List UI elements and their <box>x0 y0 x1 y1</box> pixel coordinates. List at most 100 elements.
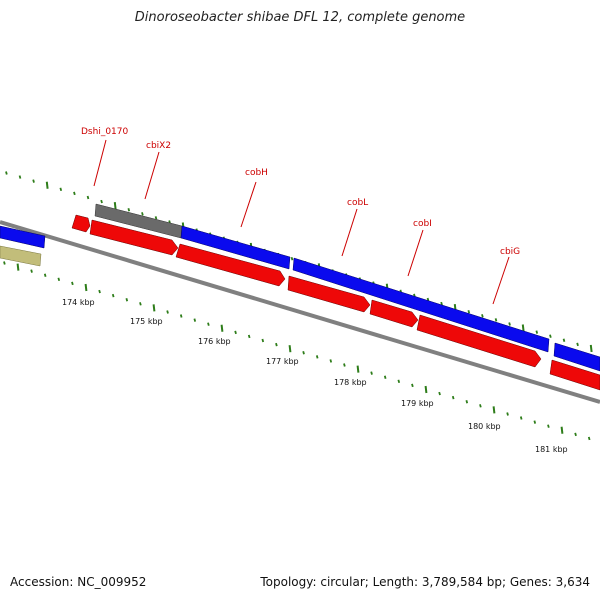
minor-tick <box>574 432 577 437</box>
genome-summary-text: Topology: circular; Length: 3,789,584 bp… <box>260 575 590 589</box>
kbp-label: 177 kbp <box>266 357 299 366</box>
reverse-track <box>0 214 600 391</box>
gene-label-cobl: cobL <box>347 198 368 208</box>
accession-text: Accession: NC_009952 <box>10 575 147 589</box>
minor-tick <box>465 399 469 404</box>
map-title: Dinoroseobacter shibae DFL 12, complete … <box>134 10 466 25</box>
gene-label-cbix2: cbiX2 <box>146 141 171 151</box>
minor-tick <box>234 330 237 335</box>
minor-tick <box>154 216 158 220</box>
minor-tick <box>193 318 197 322</box>
minor-tick <box>71 281 74 286</box>
major-tick <box>84 283 88 292</box>
minor-tick <box>100 199 103 204</box>
minor-tick <box>275 342 278 347</box>
major-tick <box>113 202 117 210</box>
major-tick <box>424 385 428 394</box>
kbp-label: 174 kbp <box>62 298 95 307</box>
minor-tick <box>166 310 169 314</box>
minor-tick <box>329 359 333 363</box>
minor-tick <box>440 301 443 306</box>
minor-tick <box>383 375 387 379</box>
minor-tick <box>111 293 115 298</box>
gene-forward[interactable] <box>553 342 600 372</box>
minor-tick <box>587 436 591 441</box>
genome-backbone <box>0 220 600 404</box>
minor-tick <box>18 175 22 179</box>
major-tick <box>356 365 360 373</box>
inner-ticks <box>3 261 591 441</box>
kbp-label: 180 kbp <box>468 422 501 431</box>
gene-forward-cobh[interactable] <box>180 225 291 270</box>
minor-tick <box>302 351 305 355</box>
minor-tick <box>247 334 251 339</box>
kbp-label: 181 kbp <box>535 445 568 454</box>
minor-tick <box>32 179 35 183</box>
gene-reverse-cbig[interactable] <box>416 314 542 368</box>
kbp-label: 178 kbp <box>334 378 367 387</box>
minor-tick <box>397 379 401 384</box>
gene-reverse[interactable] <box>71 214 91 233</box>
minor-tick <box>86 195 90 200</box>
minor-tick <box>451 395 455 400</box>
minor-tick <box>57 277 61 282</box>
minor-tick <box>141 212 144 216</box>
minor-tick <box>533 420 537 424</box>
gene-reverse[interactable] <box>175 243 286 287</box>
feature-other <box>0 245 42 267</box>
gene-reverse[interactable] <box>549 359 600 391</box>
minor-tick <box>127 207 131 212</box>
gene-reverse-cbix2[interactable] <box>89 219 179 256</box>
leader-line-cobh <box>240 181 257 228</box>
minor-tick <box>3 261 6 265</box>
major-tick <box>16 263 20 271</box>
minor-tick <box>535 330 539 334</box>
minor-tick <box>438 391 441 396</box>
minor-tick <box>411 383 414 388</box>
minor-tick <box>290 256 294 261</box>
minor-tick <box>98 289 101 294</box>
leader-line-cbix2 <box>144 151 160 200</box>
gene-forward[interactable] <box>0 225 46 249</box>
leader-line-cbig <box>492 256 510 305</box>
gene-label-cbig: cbiG <box>500 247 520 257</box>
major-tick <box>492 406 496 414</box>
minor-tick <box>494 318 498 322</box>
minor-tick <box>549 334 552 338</box>
label-lines <box>93 139 510 305</box>
major-tick <box>152 304 156 312</box>
gene-reverse[interactable] <box>287 275 371 313</box>
minor-tick <box>125 297 129 302</box>
minor-tick <box>179 314 183 318</box>
kbp-label: 176 kbp <box>198 337 231 346</box>
minor-tick <box>547 424 550 428</box>
minor-tick <box>343 363 346 367</box>
gene-label-cobh: cobH <box>245 168 268 178</box>
gene-reverse-cobi[interactable] <box>369 299 419 328</box>
minor-tick <box>73 191 76 196</box>
kbp-labels: 174 kbp 175 kbp 176 kbp 177 kbp 178 kbp … <box>62 298 568 454</box>
leader-line-cobi <box>407 229 424 277</box>
minor-tick <box>562 338 566 343</box>
forward-track <box>0 203 600 372</box>
minor-tick <box>59 187 63 192</box>
major-tick <box>521 324 525 332</box>
major-tick <box>589 344 593 353</box>
minor-tick <box>467 309 471 314</box>
minor-tick <box>370 371 373 375</box>
minor-tick <box>139 302 142 306</box>
minor-tick <box>207 322 210 326</box>
minor-tick <box>508 322 511 326</box>
minor-tick <box>30 269 33 273</box>
major-tick <box>560 426 564 434</box>
gene-labels: Dshi_0170 cbiX2 cobH cobL cobI cbiG <box>81 127 520 257</box>
minor-tick <box>261 338 265 343</box>
gene-forward-cobl[interactable] <box>292 257 550 353</box>
gene-label-cobi: cobI <box>413 219 432 229</box>
minor-tick <box>315 355 319 359</box>
major-tick <box>288 345 292 353</box>
kbp-label: 179 kbp <box>401 399 434 408</box>
major-tick <box>220 324 224 332</box>
kbp-label: 175 kbp <box>130 317 163 326</box>
